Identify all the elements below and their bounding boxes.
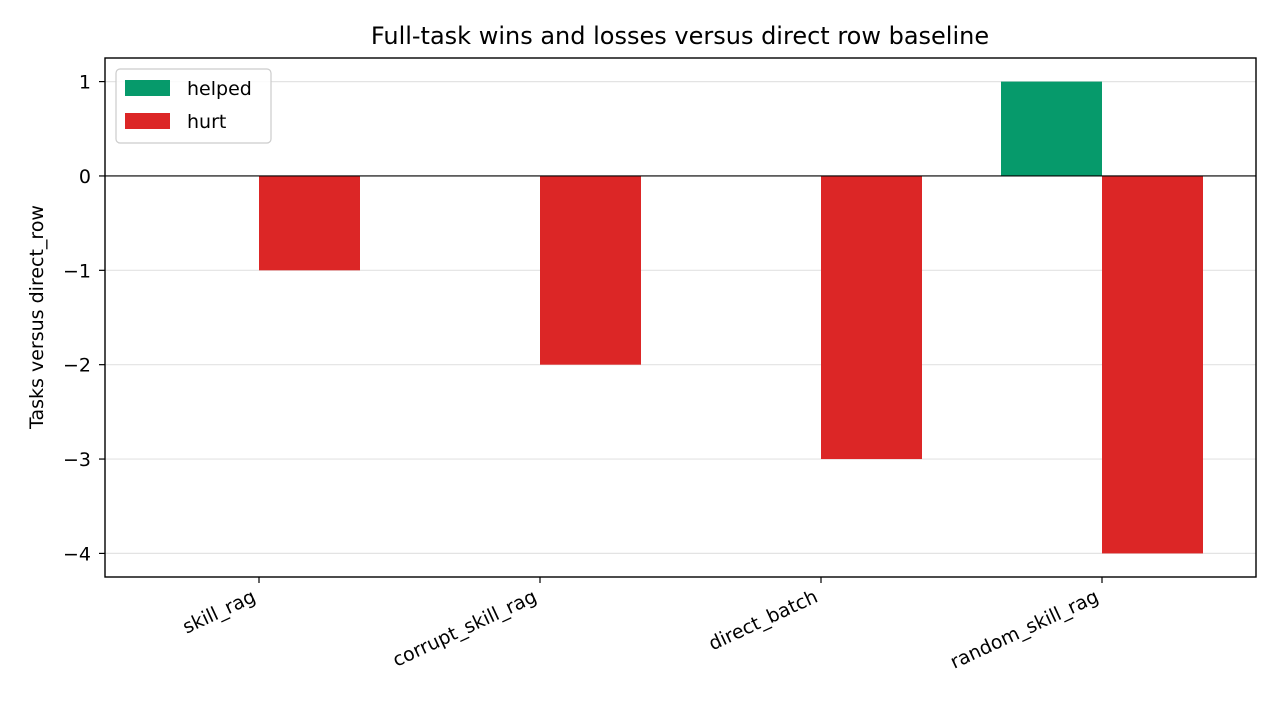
bar-hurt-direct_batch bbox=[821, 175, 922, 460]
x-ticks: skill_rag corrupt_skill_rag direct_batch ra… bbox=[179, 577, 1103, 674]
y-tick-label-3: −2 bbox=[63, 355, 91, 377]
chart-title: Full-task wins and losses versus direct … bbox=[371, 22, 989, 50]
x-tick-label-corrupt_skill_rag: corrupt_skill_rag bbox=[389, 586, 540, 672]
x-tick-label-direct_batch: direct_batch bbox=[705, 586, 821, 656]
plot-frame bbox=[104, 57, 1257, 578]
y-ticks: 1 0 −1 −2 −3 −4 bbox=[63, 72, 105, 565]
y-tick-label-0: 1 bbox=[79, 72, 91, 94]
y-axis-label: Tasks versus direct_row bbox=[26, 205, 48, 430]
y-tick-label-5: −4 bbox=[63, 543, 91, 565]
legend-swatch-helped bbox=[125, 80, 170, 96]
y-tick-label-4: −3 bbox=[63, 449, 91, 471]
bar-helped-random_skill_rag bbox=[1001, 81, 1102, 176]
bar-hurt-random_skill_rag bbox=[1102, 175, 1203, 554]
y-tick-label-1: 0 bbox=[79, 166, 91, 188]
bars bbox=[259, 81, 1203, 554]
y-tick-label-2: −1 bbox=[63, 260, 91, 282]
legend-label-hurt: hurt bbox=[187, 111, 226, 133]
legend-swatch-hurt bbox=[125, 113, 170, 129]
legend: helped hurt bbox=[115, 68, 272, 144]
bar-hurt-corrupt_skill_rag bbox=[540, 175, 641, 365]
legend-label-helped: helped bbox=[187, 78, 252, 100]
bar-hurt-skill_rag bbox=[259, 175, 360, 271]
axes bbox=[104, 57, 1257, 578]
x-tick-label-skill_rag: skill_rag bbox=[179, 586, 259, 639]
x-tick-label-random_skill_rag: random_skill_rag bbox=[947, 586, 1102, 674]
